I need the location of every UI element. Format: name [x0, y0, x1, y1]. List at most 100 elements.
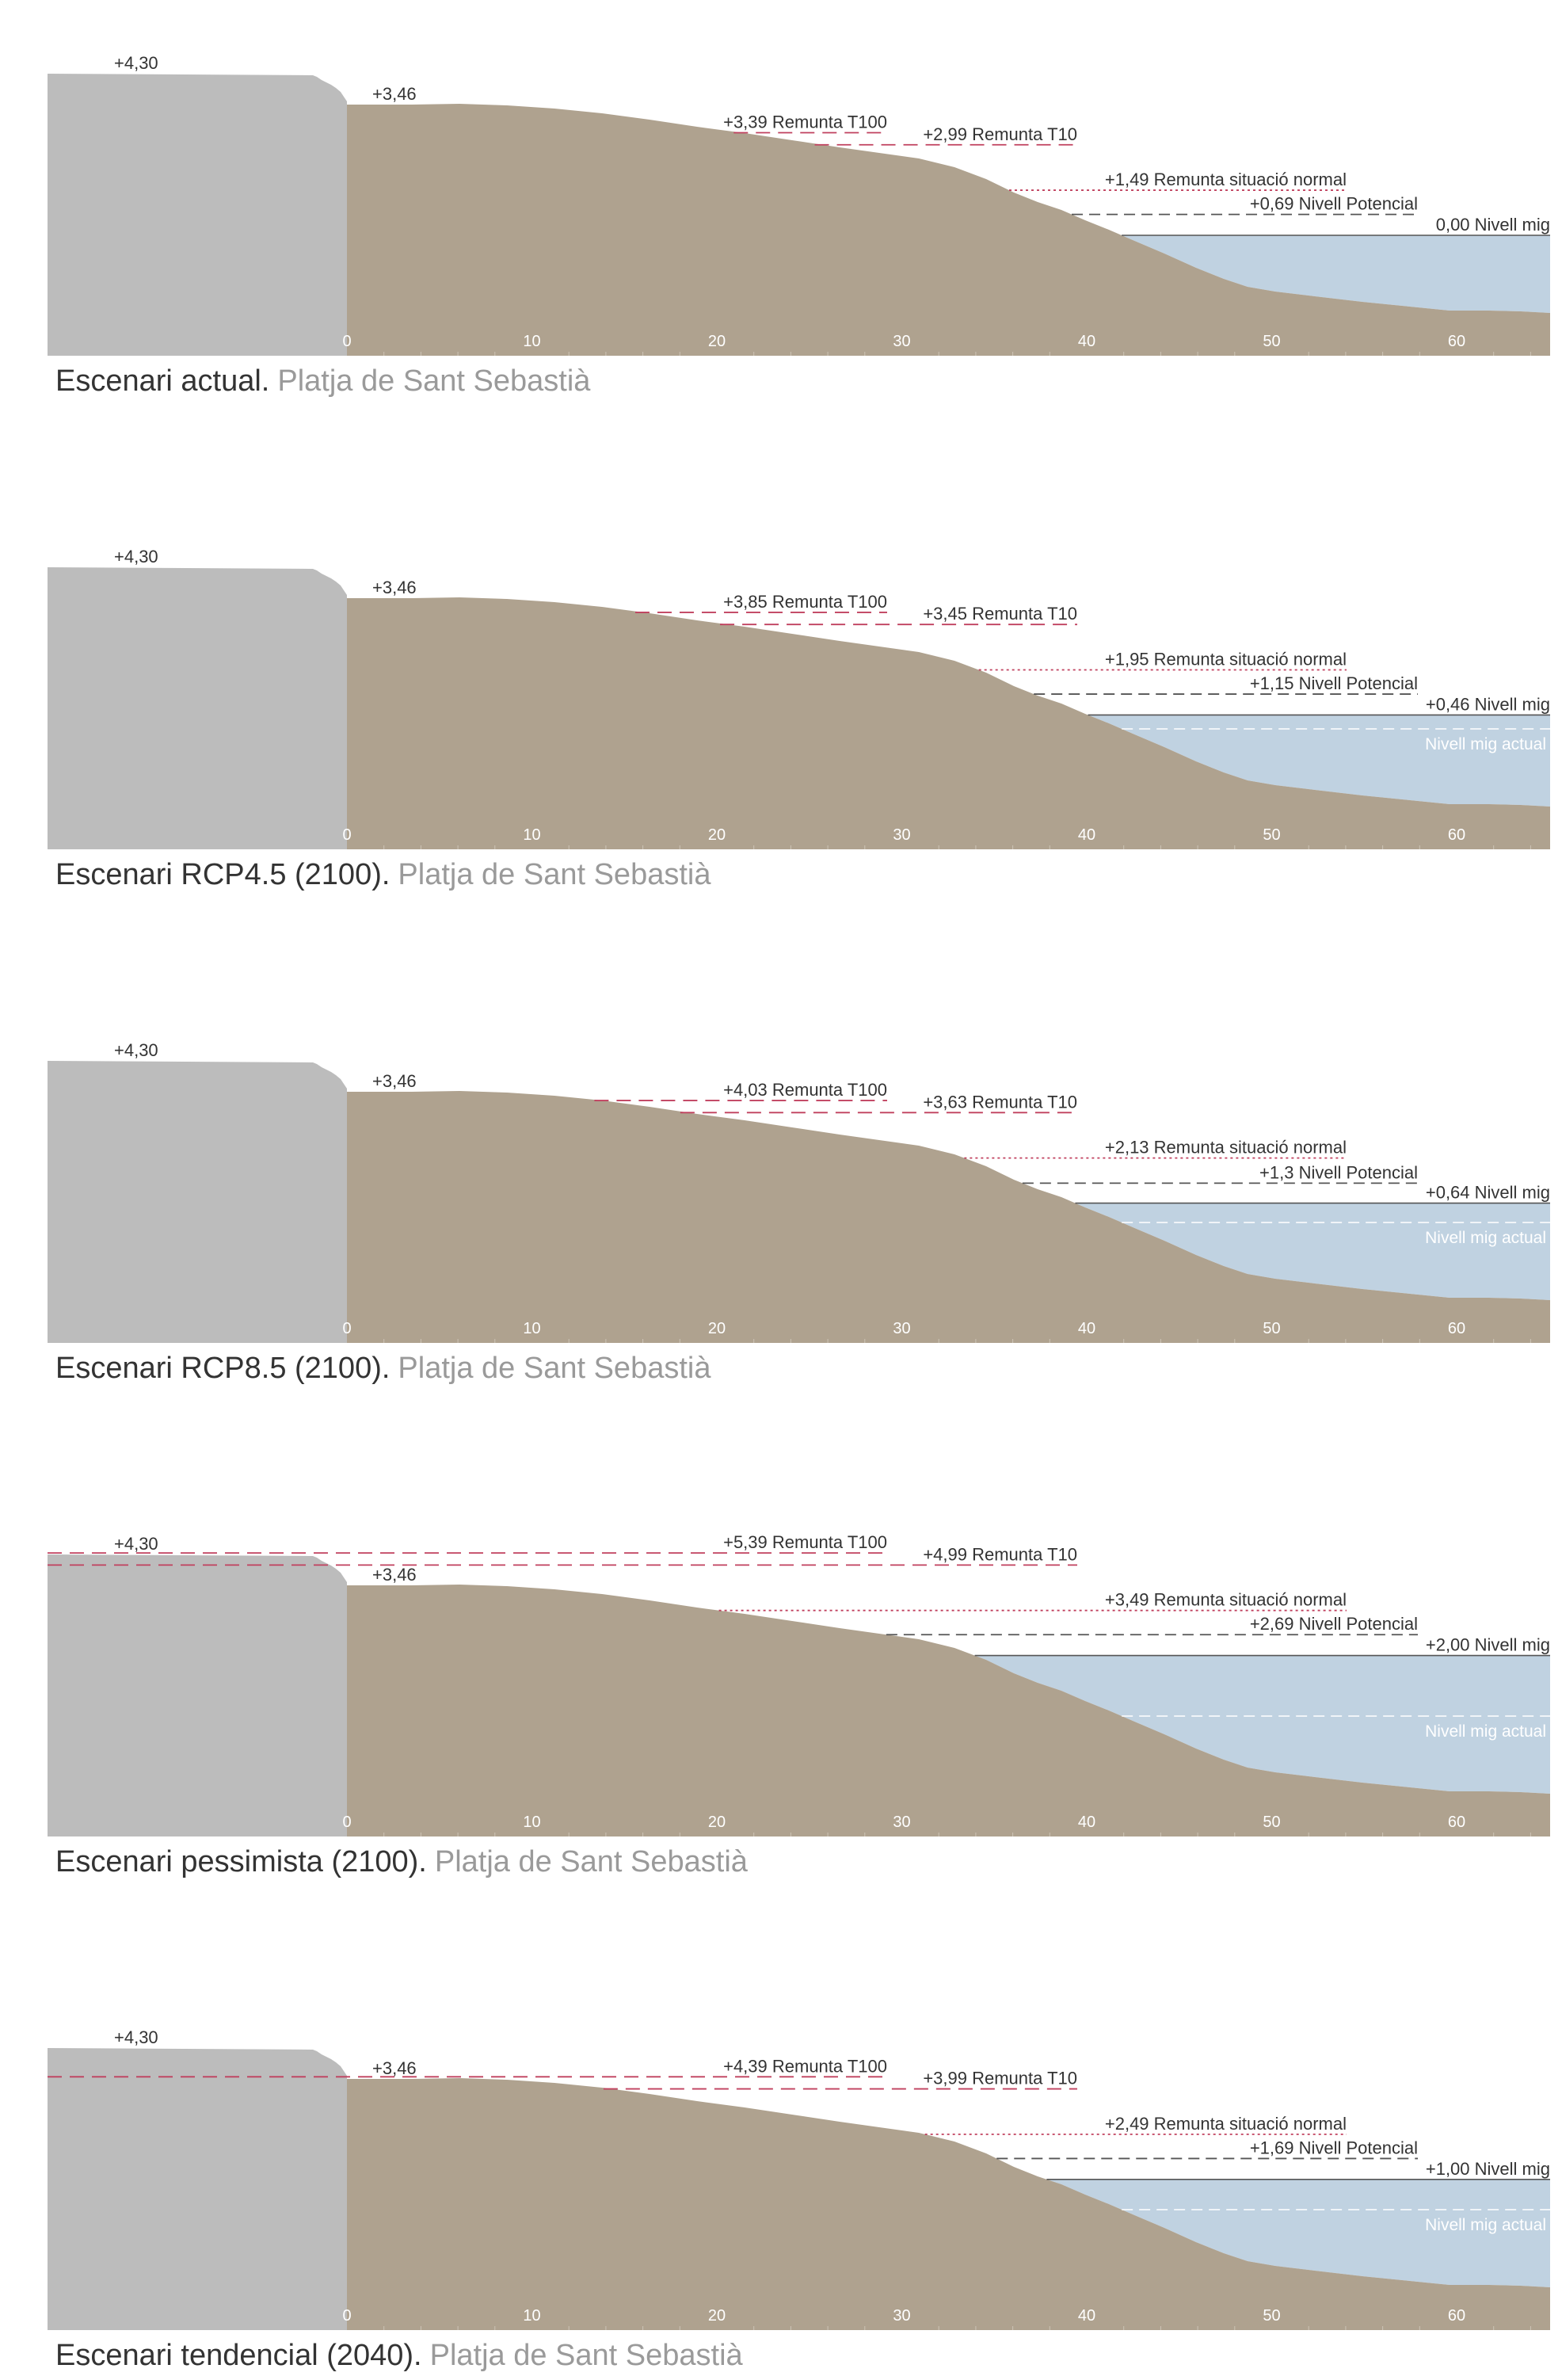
runup-t10-label: +4,99 Remunta T10 — [923, 1544, 1077, 1564]
mean-level-label: +0,46 Nivell mig — [1426, 694, 1550, 714]
axis-tick-label: 20 — [708, 1320, 726, 1337]
axis-tick-label: 30 — [893, 2307, 910, 2325]
current-mean-level-label: Nivell mig actual — [1425, 2216, 1546, 2234]
axis-tick-label: 40 — [1078, 826, 1095, 844]
axis-tick-label: 50 — [1263, 1320, 1280, 1337]
scenario-caption: Escenari pessimista (2100). Platja de San… — [55, 1845, 749, 1878]
wall-elevation-label: +4,30 — [114, 2027, 158, 2047]
axis-tick-label: 30 — [893, 826, 910, 844]
beach-elevation-label: +3,46 — [372, 84, 417, 104]
axis-tick-label: 40 — [1078, 1320, 1095, 1337]
beach-profile — [347, 1585, 1550, 1836]
axis-tick-label: 20 — [708, 826, 726, 844]
sea-water — [1075, 1203, 1550, 1343]
axis-tick-label: 20 — [708, 2307, 726, 2325]
beach-elevation-label: +3,46 — [372, 1071, 417, 1091]
axis-tick-label: 0 — [342, 2307, 351, 2325]
runup-t100-label: +3,85 Remunta T100 — [723, 592, 887, 612]
current-mean-level-label: Nivell mig actual — [1425, 1722, 1546, 1741]
sea-water — [1088, 715, 1550, 849]
axis-tick-label: 40 — [1078, 1814, 1095, 1831]
axis-tick-label: 0 — [342, 333, 351, 350]
runup-normal-label: +3,49 Remunta situació normal — [1105, 1590, 1347, 1610]
scenario-panel-4: 0 10 20 30 40 50 60 +4,30 +3,46 +4,39 Remunta T10… — [48, 2027, 1550, 2372]
scenario-title: Escenari RCP8.5 (2100). — [55, 1352, 390, 1385]
scenario-location: Platja de Sant Sebastià — [430, 2339, 744, 2372]
scenario-caption: Escenari RCP8.5 (2100). Platja de Sant Se… — [55, 1352, 711, 1385]
runup-t100-label: +5,39 Remunta T100 — [723, 1532, 887, 1552]
axis-tick-label: 20 — [708, 1814, 726, 1831]
axis-tick-label: 30 — [893, 1814, 910, 1831]
scenario-panel-1: 0 10 20 30 40 50 60 +4,30 +3,46 +3,85 Remunta T10… — [48, 547, 1550, 891]
axis-tick-label: 0 — [342, 826, 351, 844]
axis-tick-label: 60 — [1448, 826, 1465, 844]
axis-tick-label: 10 — [523, 826, 540, 844]
potential-level-label: +1,69 Nivell Potencial — [1250, 2138, 1418, 2157]
axis-tick-label: 10 — [523, 2307, 540, 2325]
runup-normal-label: +1,49 Remunta situació normal — [1105, 170, 1347, 189]
runup-t10-label: +3,63 Remunta T10 — [923, 1092, 1077, 1112]
axis-tick-label: 50 — [1263, 333, 1280, 350]
axis-tick-label: 10 — [523, 333, 540, 350]
scenario-panel-3: 0 10 20 30 40 50 60 +4,30 +3,46 +5,39 Remunta T10… — [48, 1532, 1550, 1878]
scenario-title: Escenari RCP4.5 (2100). — [55, 858, 390, 891]
mean-level-label: +1,00 Nivell mig — [1426, 2159, 1550, 2179]
axis-tick-label: 0 — [342, 1814, 351, 1831]
axis-tick-label: 0 — [342, 1320, 351, 1337]
sea-water — [1122, 235, 1550, 356]
sea-wall — [48, 74, 347, 356]
axis-tick-label: 50 — [1263, 826, 1280, 844]
scenario-panel-2: 0 10 20 30 40 50 60 +4,30 +3,46 +4,03 Remunta T10… — [48, 1040, 1550, 1385]
mean-level-label: +0,64 Nivell mig — [1426, 1183, 1550, 1203]
scenario-caption: Escenari RCP4.5 (2100). Platja de Sant Se… — [55, 858, 711, 891]
scenario-caption: Escenari tendencial (2040). Platja de San… — [55, 2339, 744, 2372]
runup-normal-label: +2,13 Remunta situació normal — [1105, 1138, 1347, 1158]
wall-elevation-label: +4,30 — [114, 53, 158, 73]
runup-t100-label: +3,39 Remunta T100 — [723, 113, 887, 132]
scenario-caption: Escenari actual. Platja de Sant Sebastià — [55, 364, 591, 398]
scenario-title: Escenari tendencial (2040). — [55, 2339, 422, 2372]
axis-tick-label: 40 — [1078, 333, 1095, 350]
runup-t10-label: +2,99 Remunta T10 — [923, 124, 1077, 144]
beach-profile — [347, 2078, 1550, 2330]
beach-profile — [347, 1091, 1550, 1343]
scenario-location: Platja de Sant Sebastià — [398, 1352, 711, 1385]
scenario-title: Escenari actual. — [55, 364, 269, 398]
sea-water — [1046, 2179, 1550, 2330]
wall-elevation-label: +4,30 — [114, 1534, 158, 1554]
axis-tick-label: 60 — [1448, 2307, 1465, 2325]
mean-level-label: 0,00 Nivell mig — [1436, 215, 1550, 235]
axis-tick-label: 60 — [1448, 1814, 1465, 1831]
axis-tick-label: 10 — [523, 1814, 540, 1831]
beach-elevation-label: +3,46 — [372, 1565, 417, 1585]
axis-tick-label: 20 — [708, 333, 726, 350]
runup-normal-label: +2,49 Remunta situació normal — [1105, 2114, 1347, 2134]
sea-wall — [48, 2048, 347, 2330]
axis-tick-label: 30 — [893, 1320, 910, 1337]
scenario-location: Platja de Sant Sebastià — [277, 364, 591, 398]
beach-profile — [347, 597, 1550, 849]
potential-level-label: +2,69 Nivell Potencial — [1250, 1614, 1418, 1634]
potential-level-label: +1,15 Nivell Potencial — [1250, 673, 1418, 693]
runup-t100-label: +4,39 Remunta T100 — [723, 2056, 887, 2076]
runup-t10-label: +3,45 Remunta T10 — [923, 604, 1077, 624]
scenario-title: Escenari pessimista (2100). — [55, 1845, 427, 1878]
axis-tick-label: 50 — [1263, 1814, 1280, 1831]
axis-tick-label: 40 — [1078, 2307, 1095, 2325]
runup-t100-label: +4,03 Remunta T100 — [723, 1080, 887, 1100]
sea-wall — [48, 1554, 347, 1836]
beach-elevation-label: +3,46 — [372, 578, 417, 597]
potential-level-label: +0,69 Nivell Potencial — [1250, 194, 1418, 214]
current-mean-level-label: Nivell mig actual — [1425, 1229, 1546, 1247]
beach-elevation-label: +3,46 — [372, 2058, 417, 2078]
axis-tick-label: 30 — [893, 333, 910, 350]
axis-tick-label: 60 — [1448, 333, 1465, 350]
runup-t10-label: +3,99 Remunta T10 — [923, 2069, 1077, 2088]
beach-profile — [347, 104, 1550, 356]
sea-water — [974, 1655, 1550, 1836]
wall-elevation-label: +4,30 — [114, 1040, 158, 1060]
axis-tick-label: 50 — [1263, 2307, 1280, 2325]
potential-level-label: +1,3 Nivell Potencial — [1259, 1162, 1418, 1182]
sea-wall — [48, 1061, 347, 1343]
